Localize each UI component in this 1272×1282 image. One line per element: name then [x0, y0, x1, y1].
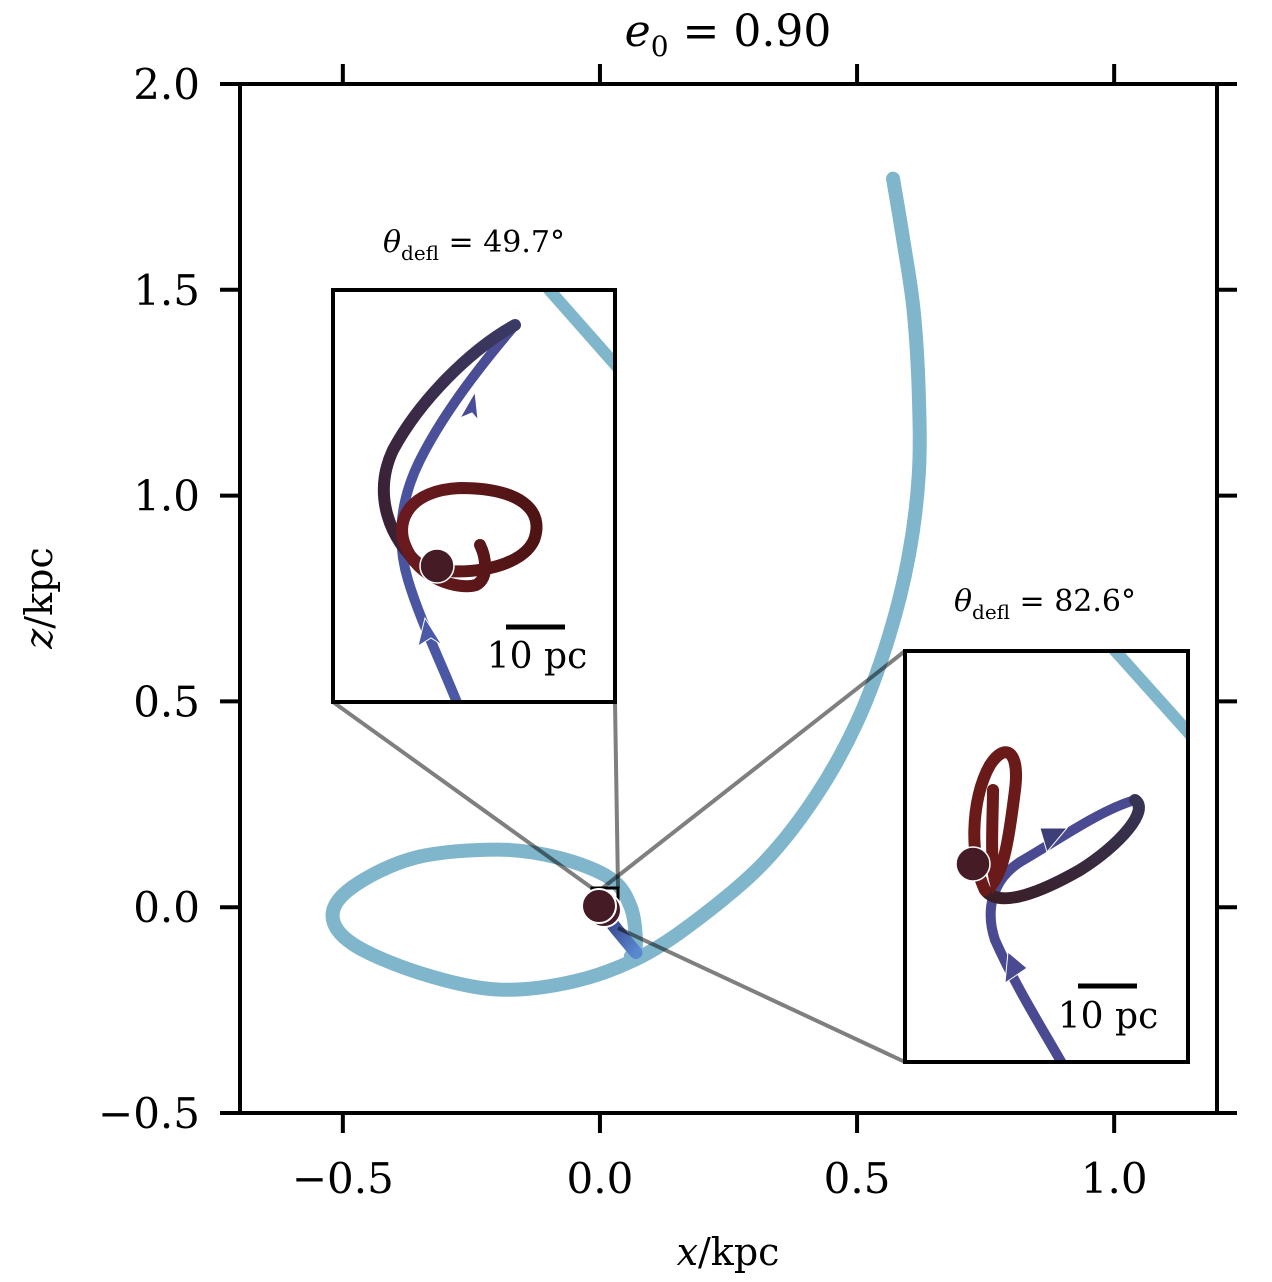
main-orbit-line: [325, 171, 927, 997]
y-tick-label: 1.5: [133, 266, 200, 315]
y-tick-label: 2.0: [133, 60, 200, 109]
inset-left-loop-track: [396, 481, 543, 593]
x-axis-label: x/kpc: [677, 1230, 780, 1274]
scale-bar-label: 10 pc: [487, 636, 587, 677]
inset-right: θdefl = 82.6° 10 pc: [903, 584, 1190, 1064]
position-marker: [581, 888, 617, 924]
axes-frame: [238, 82, 1219, 1115]
inset-left: θdefl = 49.7° 10 pc: [331, 225, 617, 704]
connector-line: [331, 700, 594, 890]
y-tick-label: 0.0: [133, 883, 200, 932]
inset-left-turn-track: [378, 319, 521, 571]
y-tick-label: −0.5: [98, 1089, 200, 1138]
direction-arrow-icon: [1004, 951, 1028, 985]
chart-title: e0 = 0.90: [625, 6, 832, 63]
x-tick-label: 0.0: [567, 1154, 634, 1203]
y-axis-label: z/kpc: [17, 547, 61, 649]
direction-arrow-icon: [417, 616, 443, 648]
y-axis: −0.5 0.0 0.5 1.0 1.5 2.0: [98, 60, 1237, 1138]
y-tick-label: 1.0: [133, 472, 200, 521]
y-tick-label: 0.5: [133, 677, 200, 726]
inset-left-title: θdefl = 49.7°: [383, 225, 565, 265]
inset-left-frame: [331, 288, 617, 704]
x-axis: −0.5 0.0 0.5 1.0: [292, 64, 1148, 1203]
inset-right-background-orbit: [1107, 651, 1188, 742]
inset-right-position-marker: [955, 846, 991, 882]
x-tick-label: 1.0: [1081, 1154, 1148, 1203]
scale-bar-label: 10 pc: [1058, 996, 1158, 1037]
inset-left-background-orbit: [541, 290, 615, 374]
connector-line: [598, 649, 907, 892]
direction-arrow-icon: [1039, 827, 1069, 854]
plot-area: [325, 171, 927, 1064]
direction-arrow-icon: [458, 390, 479, 422]
x-tick-label: −0.5: [292, 1154, 394, 1203]
connector-line: [613, 701, 620, 889]
inset-right-return-track: [979, 794, 1145, 905]
inset-right-loop-track: [968, 746, 1022, 896]
inset-right-frame: [903, 649, 1190, 1064]
x-tick-label: 0.5: [824, 1154, 891, 1203]
connector-line: [617, 926, 906, 1064]
inset-right-title: θdefl = 82.6°: [954, 584, 1136, 624]
inset-left-position-marker: [419, 548, 455, 584]
